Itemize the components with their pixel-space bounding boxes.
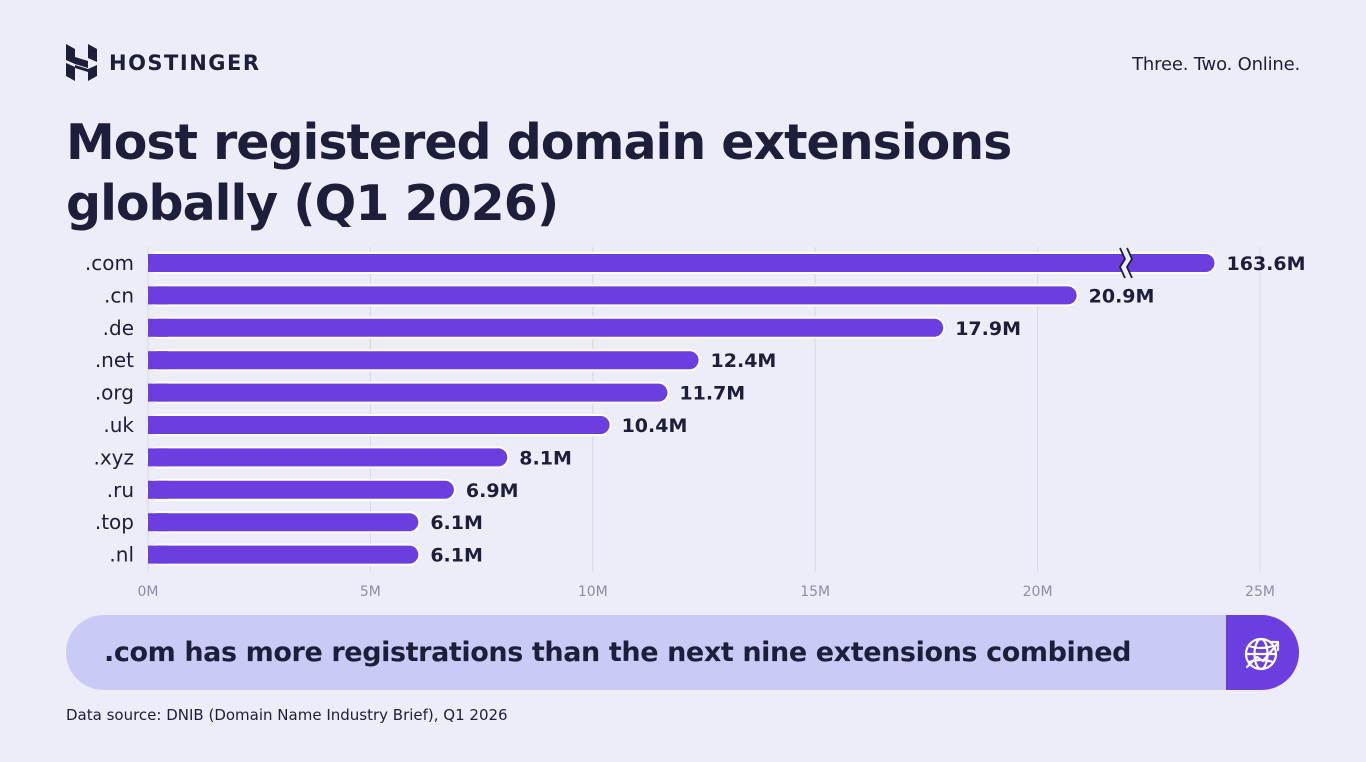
bar bbox=[147, 252, 1217, 274]
data-label: 163.6M bbox=[1227, 253, 1306, 275]
bar-left-edge bbox=[148, 318, 168, 337]
category-label: .uk bbox=[103, 413, 134, 437]
data-label: 10.4M bbox=[622, 415, 688, 437]
callout-icon-box bbox=[1226, 615, 1299, 690]
category-label: .ru bbox=[107, 478, 134, 502]
bar bbox=[147, 543, 421, 566]
category-label: .org bbox=[95, 381, 134, 405]
data-label: 6.1M bbox=[430, 512, 483, 534]
data-label: 6.1M bbox=[430, 545, 483, 567]
bar bbox=[147, 284, 1079, 307]
bar-left-edge bbox=[148, 545, 168, 564]
bar bbox=[147, 381, 670, 404]
bar-left-edge bbox=[148, 254, 168, 272]
bar-left-edge bbox=[148, 513, 168, 532]
data-source: Data source: DNIB (Domain Name Industry … bbox=[66, 706, 508, 724]
data-label: 8.1M bbox=[519, 447, 572, 469]
globe-growth-icon bbox=[1244, 637, 1279, 670]
bar bbox=[147, 446, 510, 469]
x-tick-label: 0M bbox=[138, 584, 159, 600]
category-label: .top bbox=[95, 510, 134, 534]
bar-left-edge bbox=[148, 448, 168, 467]
brand-tagline: Three. Two. Online. bbox=[1132, 54, 1300, 75]
bar bbox=[147, 349, 701, 372]
bar-left-edge bbox=[148, 286, 168, 305]
bar-left-edge bbox=[148, 351, 168, 370]
bar-left-edge bbox=[148, 383, 168, 402]
category-label: .nl bbox=[109, 543, 134, 567]
data-label: 17.9M bbox=[955, 318, 1021, 340]
brand-logo: HOSTINGER bbox=[66, 44, 261, 81]
category-label: .cn bbox=[104, 283, 134, 307]
bar-chart: 0M 5M 10M 15M 20M 25M .com 163.6M .cn 20.9M .de 17.… bbox=[85, 247, 1306, 600]
data-label: 11.7M bbox=[679, 383, 745, 405]
bar-left-edge bbox=[148, 480, 168, 499]
category-label: .com bbox=[85, 251, 134, 275]
category-label: .xyz bbox=[93, 445, 134, 469]
brand-name: HOSTINGER bbox=[109, 50, 261, 75]
bar-left-edge bbox=[148, 416, 168, 434]
axis-break-mark bbox=[1118, 247, 1134, 279]
bar bbox=[147, 511, 421, 534]
category-label: .net bbox=[95, 348, 134, 372]
x-tick-label: 20M bbox=[1023, 584, 1053, 600]
data-label: 6.9M bbox=[466, 480, 519, 502]
x-tick-label: 15M bbox=[800, 584, 830, 600]
chart-title: Most registered domain extensions global… bbox=[66, 114, 1012, 232]
bar bbox=[147, 478, 456, 501]
x-tick-label: 25M bbox=[1245, 584, 1275, 600]
hostinger-logo-icon bbox=[66, 44, 97, 81]
bar bbox=[147, 414, 612, 436]
callout-banner: .com has more registrations than the nex… bbox=[66, 615, 1299, 690]
category-label: .de bbox=[103, 316, 134, 340]
x-tick-label: 5M bbox=[360, 584, 381, 600]
data-label: 12.4M bbox=[711, 350, 777, 372]
bar bbox=[147, 316, 946, 339]
callout-text: .com has more registrations than the nex… bbox=[104, 637, 1132, 668]
x-tick-label: 10M bbox=[578, 584, 608, 600]
data-label: 20.9M bbox=[1089, 285, 1155, 307]
